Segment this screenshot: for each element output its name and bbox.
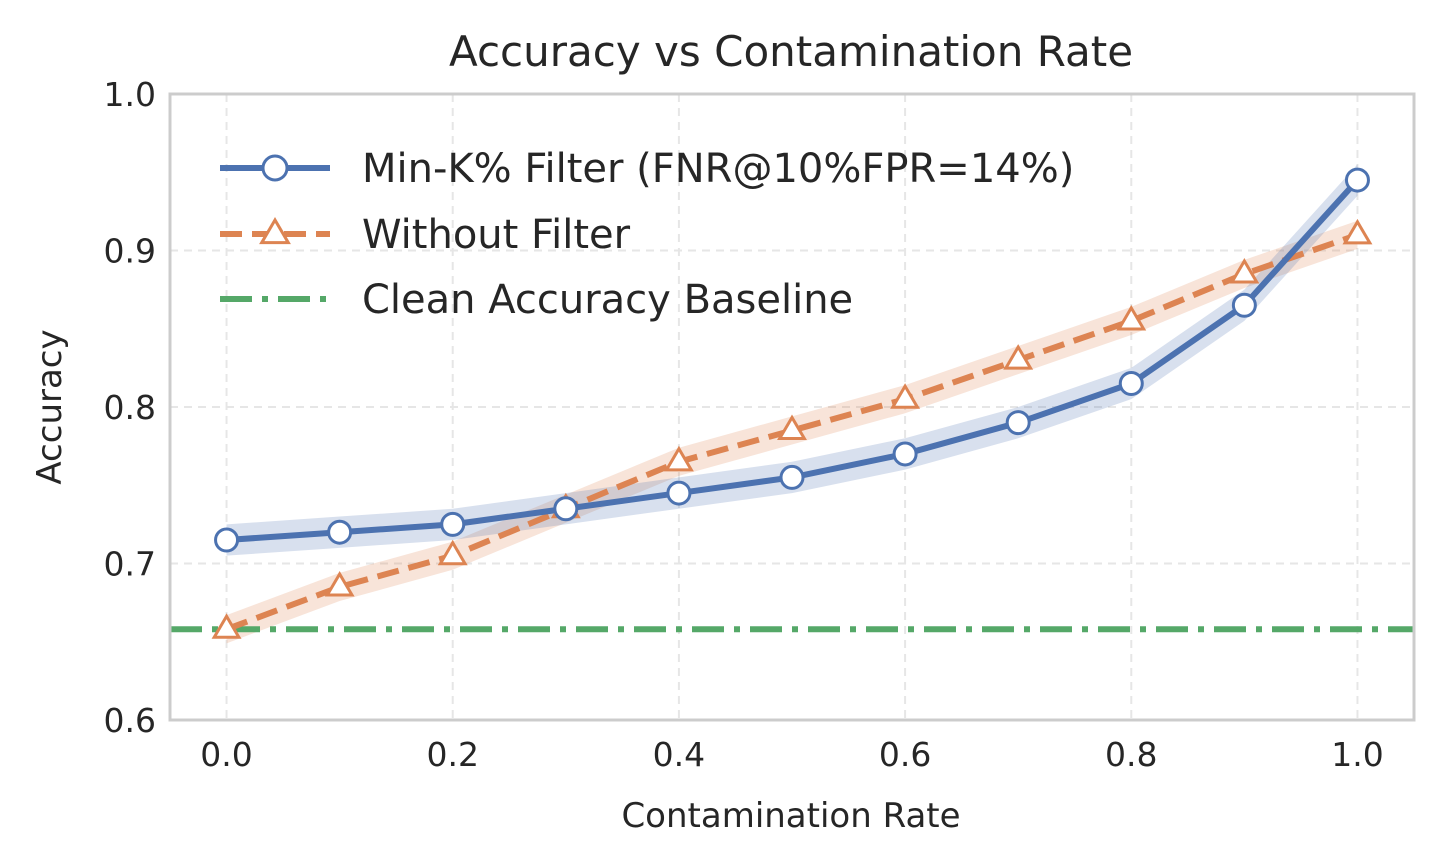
- without-filter-line: [225, 232, 1359, 633]
- mink-filter-point: [327, 519, 353, 545]
- without-filter-point: [663, 445, 694, 472]
- legend-item-baseline: Clean Accuracy Baseline: [220, 277, 853, 323]
- legend-label: Min-K% Filter (FNR@10%FPR=14%): [362, 146, 1074, 192]
- mink-filter-point: [440, 511, 466, 537]
- mink-filter-point: [892, 441, 918, 467]
- without-filter-point: [437, 539, 468, 566]
- mink-filter-point: [1344, 167, 1370, 193]
- legend-item-without-filter: Without Filter: [220, 212, 631, 258]
- legend-label: Clean Accuracy Baseline: [362, 277, 853, 323]
- series-lines: [170, 177, 1414, 633]
- x-axis-ticks: 0.0 0.2 0.4 0.6 0.8 1.0: [200, 735, 1383, 774]
- y-tick-label: 0.7: [104, 545, 156, 584]
- without-filter-point: [324, 571, 355, 597]
- legend-label: Without Filter: [362, 212, 631, 258]
- mink-filter-point: [1005, 410, 1031, 436]
- x-axis-label: Contamination Rate: [621, 796, 960, 836]
- x-tick-label: 0.2: [426, 735, 478, 774]
- without-filter-point: [1342, 218, 1373, 245]
- y-tick-label: 1.0: [104, 75, 156, 114]
- chart-title: Accuracy vs Contamination Rate: [449, 27, 1133, 76]
- y-axis-ticks: 0.6 0.7 0.8 0.9 1.0: [104, 75, 156, 740]
- legend-item-mink-filter: Min-K% Filter (FNR@10%FPR=14%): [220, 146, 1074, 192]
- mink-filter-point: [214, 527, 240, 553]
- mink-filter-point: [1118, 371, 1144, 397]
- mink-filter-point: [553, 496, 579, 522]
- y-axis-label: Accuracy: [30, 329, 70, 484]
- x-tick-label: 0.6: [879, 735, 931, 774]
- legend: Min-K% Filter (FNR@10%FPR=14%) Without Fi…: [220, 146, 1074, 323]
- without-filter-point: [890, 383, 921, 409]
- x-tick-label: 0.4: [653, 735, 705, 774]
- mink-filter-point: [666, 480, 692, 506]
- without-filter-point: [1003, 344, 1034, 370]
- x-tick-label: 1.0: [1331, 735, 1383, 774]
- mink-filter-point: [1231, 292, 1257, 318]
- without-filter-point: [1229, 258, 1260, 284]
- y-tick-label: 0.8: [104, 388, 156, 427]
- y-tick-label: 0.6: [104, 701, 156, 740]
- without-filter-point: [777, 414, 807, 441]
- x-tick-label: 0.8: [1105, 735, 1157, 774]
- mink-filter-point: [779, 464, 805, 490]
- legend-marker: [261, 154, 289, 182]
- x-tick-label: 0.0: [200, 735, 252, 774]
- legend-marker: [259, 217, 291, 245]
- plot-frame: [168, 92, 1416, 722]
- series-markers: [211, 167, 1373, 639]
- without-filter-point: [1116, 304, 1147, 331]
- y-tick-label: 0.9: [104, 232, 156, 271]
- without-filter-point: [211, 613, 242, 639]
